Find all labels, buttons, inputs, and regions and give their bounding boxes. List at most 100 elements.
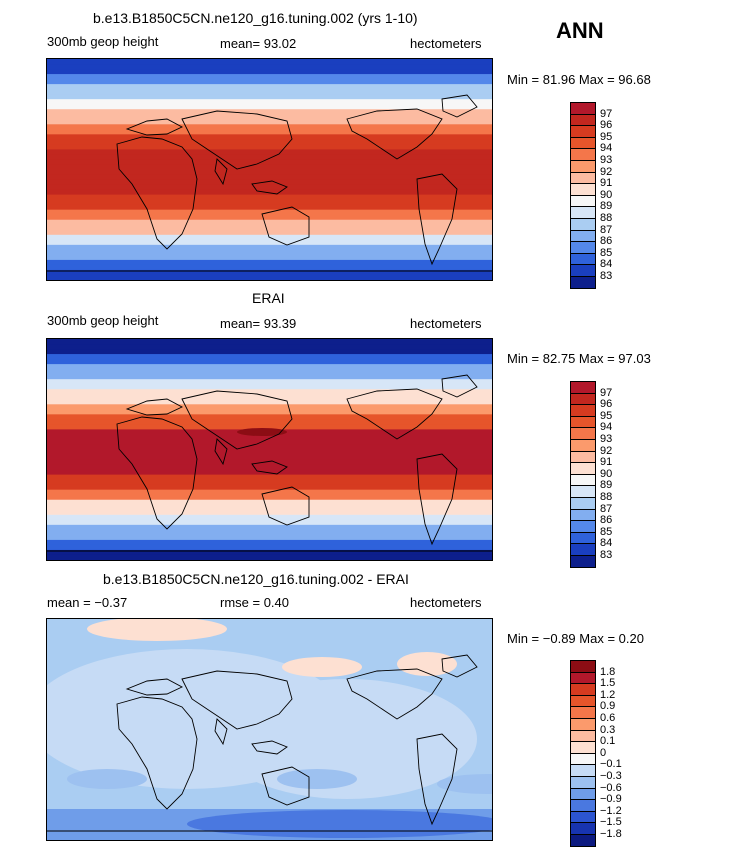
field-band (47, 74, 492, 80)
field-band (47, 509, 492, 516)
field-band (47, 484, 492, 491)
field-band (47, 64, 492, 70)
map-panel-diff (46, 618, 493, 841)
field-max-patch (237, 428, 287, 436)
field-band (47, 399, 492, 405)
field-band (47, 269, 492, 276)
colorbar-box (570, 276, 596, 289)
field-band (47, 139, 492, 145)
field-band (47, 239, 492, 246)
colorbar-tick-label: 93 (600, 433, 613, 445)
coastline (416, 173, 458, 266)
field-band (47, 409, 492, 415)
coastline (125, 678, 184, 696)
units-label-diff: hectometers (410, 595, 482, 610)
field-band (47, 389, 492, 395)
colorbar-tick-label: 89 (600, 200, 613, 213)
colorbar-tick-label: −0.1 (600, 758, 622, 771)
colorbar-tick-label: 91 (600, 177, 613, 190)
field-band (47, 69, 492, 75)
field-band (47, 169, 492, 176)
units-label-model: hectometers (410, 36, 482, 51)
field-band (47, 149, 492, 156)
field-band (47, 414, 492, 420)
field-band (47, 449, 492, 456)
field-band (47, 119, 492, 125)
colorbar-tick-label: 84 (600, 537, 613, 550)
colorbar-tick-label: 0 (600, 746, 607, 759)
coastline (214, 438, 228, 466)
colorbar-tick-label: 83 (600, 270, 613, 282)
colorbar-tick-label: 88 (600, 212, 613, 224)
rmse-label-diff: rmse = 0.40 (220, 595, 290, 610)
coastline (261, 206, 310, 246)
field-band (47, 349, 492, 355)
field-band (47, 419, 492, 425)
colorbar-tick-label: 90 (600, 188, 613, 201)
colorbar-tick-label: −0.9 (600, 793, 622, 806)
field-band (47, 494, 492, 501)
coastline (116, 136, 198, 250)
colorbar-tick-label: 96 (600, 119, 613, 132)
map-field (47, 339, 492, 560)
coastline (261, 486, 310, 526)
mean-label-model: mean= 93.02 (220, 36, 297, 51)
colorbar-tick-label: 1.2 (600, 688, 616, 701)
field-band (47, 344, 492, 350)
variable-label-model: 300mb geop height (47, 34, 159, 49)
field-patch (397, 652, 457, 676)
colorbar-tick-label: 88 (600, 491, 613, 503)
field-band (47, 549, 492, 556)
colorbar-tick-label: 94 (600, 142, 613, 155)
field-band (47, 364, 492, 370)
field-band (47, 339, 492, 345)
field-band (47, 174, 492, 181)
field-band (47, 254, 492, 261)
colorbar-tick-label: 85 (600, 525, 613, 538)
field-band (47, 104, 492, 110)
field-band (47, 374, 492, 380)
coastline (441, 374, 478, 398)
colorbar-tick-label: 0.1 (600, 735, 616, 748)
field-band (47, 379, 492, 385)
field-band (47, 469, 492, 476)
colorbar-box (570, 555, 596, 568)
colorbar-tick-label: 97 (600, 107, 613, 120)
map-field (47, 619, 492, 840)
field-band (47, 499, 492, 506)
field-band (47, 444, 492, 451)
field-band (47, 94, 492, 100)
field-band (47, 479, 492, 486)
field-patch (282, 657, 362, 677)
field-band (47, 459, 492, 466)
field-band (47, 129, 492, 135)
field-band (47, 164, 492, 171)
field-band (47, 354, 492, 360)
field-band (47, 454, 492, 461)
coastline (181, 390, 293, 450)
colorbar-tick-label: 0.3 (600, 723, 616, 736)
field-band (47, 124, 492, 130)
field-patch (87, 619, 227, 641)
field-band (47, 529, 492, 536)
colorbar-tick-label: 96 (600, 398, 613, 411)
panel-title-model: b.e13.B1850C5CN.ne120_g16.tuning.002 (yr… (93, 10, 418, 26)
field-band (47, 79, 492, 85)
field-band (47, 199, 492, 206)
coastline (181, 670, 293, 730)
colorbar-tick-label: 94 (600, 421, 613, 434)
colorbar-tick-label: −1.2 (600, 804, 622, 817)
mean-label-obs: mean= 93.39 (220, 316, 297, 331)
colorbar-tick-label: 93 (600, 154, 613, 166)
coastline (441, 654, 478, 678)
field-band (47, 519, 492, 526)
field-band (47, 144, 492, 151)
field-band (47, 59, 492, 65)
coastline (116, 416, 198, 530)
variable-label-obs: 300mb geop height (47, 313, 159, 328)
field-band (47, 474, 492, 481)
field-band (47, 464, 492, 471)
colorbar-tick-label: 89 (600, 479, 613, 492)
colorbar-tick-label: 87 (600, 502, 613, 515)
minmax-label-diff: Min = −0.89 Max = 0.20 (507, 631, 644, 646)
